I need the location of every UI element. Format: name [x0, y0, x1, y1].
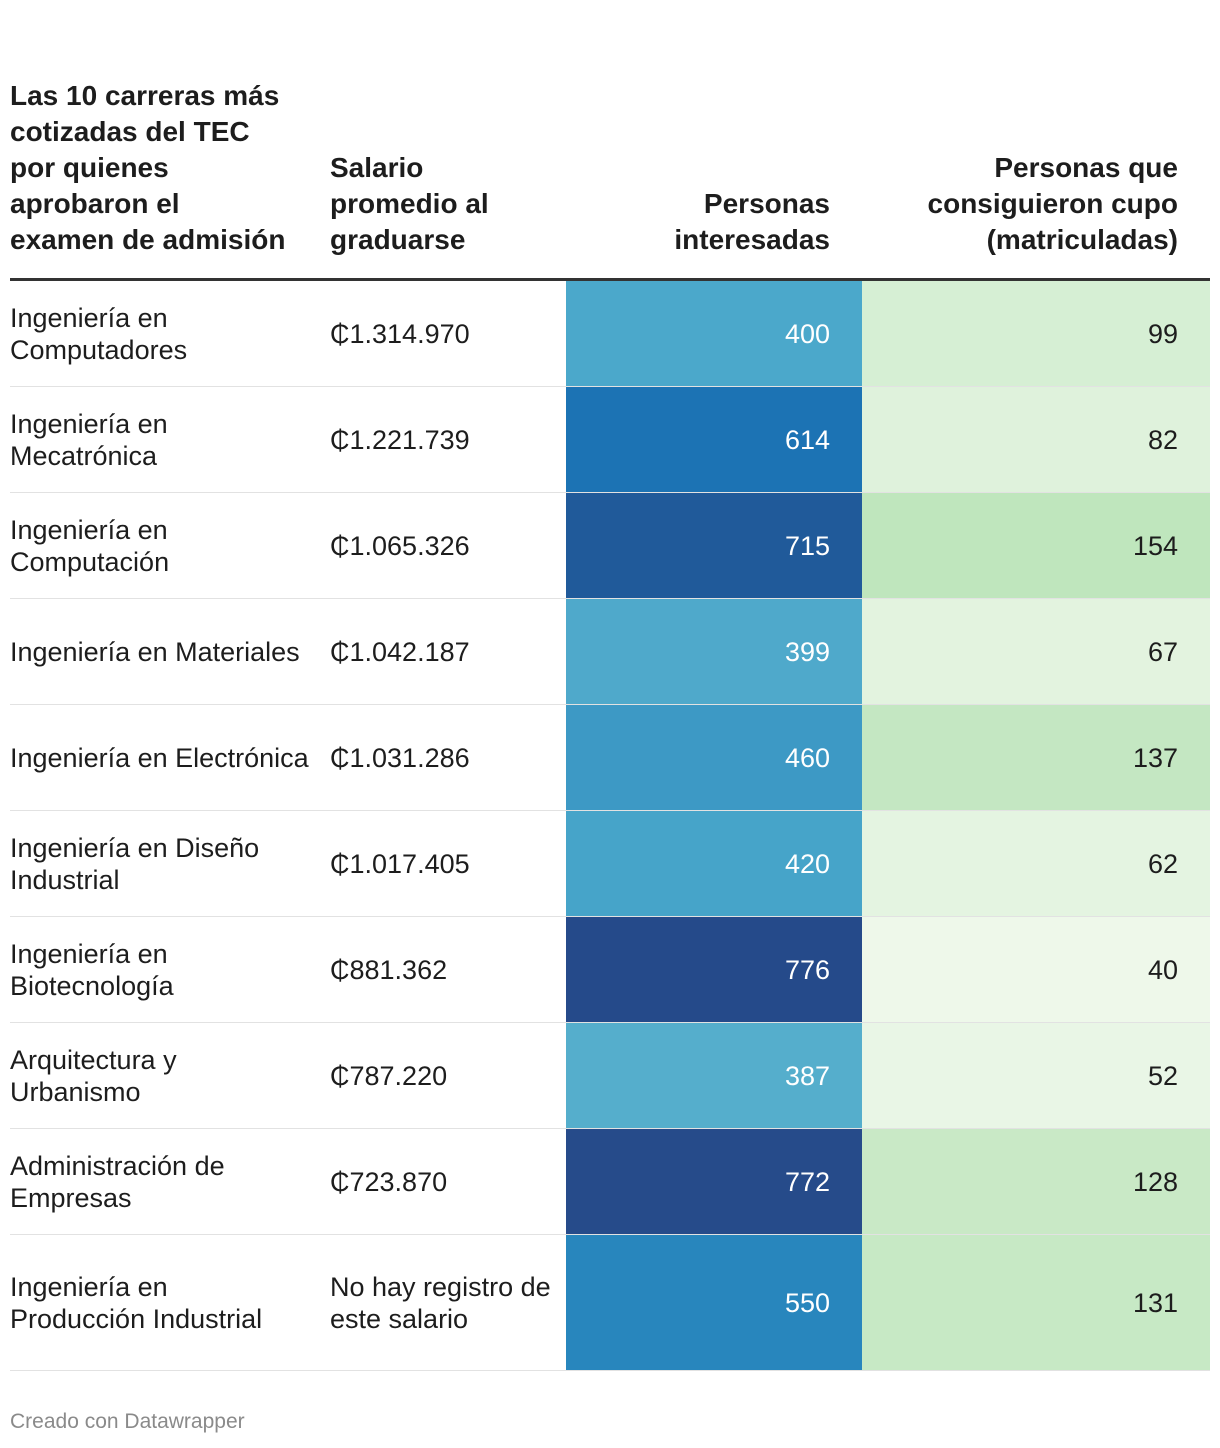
- cell-carrera: Ingeniería en Mecatrónica: [10, 408, 168, 471]
- cell-cupo: 99: [862, 281, 1210, 386]
- table-row: Ingeniería en Biotecnología ₵881.362 776 40: [10, 917, 1210, 1023]
- cell-interesadas: 420: [566, 811, 862, 916]
- cell-salario: ₵723.870: [330, 1166, 448, 1197]
- table-row: Administración de Empresas ₵723.870 772 128: [10, 1129, 1210, 1235]
- cell-carrera: Arquitectura y Urbanismo: [10, 1044, 177, 1107]
- cell-salario: ₵1.017.405: [330, 848, 470, 879]
- cell-cupo: 67: [862, 599, 1210, 704]
- cell-cupo: 40: [862, 917, 1210, 1022]
- cell-interesadas: 460: [566, 705, 862, 810]
- cell-interesadas: 776: [566, 917, 862, 1022]
- header-divider: [10, 278, 1210, 281]
- cell-cupo: 154: [862, 493, 1210, 598]
- table-body: Ingeniería en Computadores ₵1.314.970 400 9…: [10, 281, 1210, 1371]
- table-row: Ingeniería en Electrónica ₵1.031.286 460 13…: [10, 705, 1210, 811]
- cell-carrera: Ingeniería en Biotecnología: [10, 938, 174, 1001]
- cell-carrera: Ingeniería en Materiales: [10, 636, 300, 667]
- cell-interesadas: 400: [566, 281, 862, 386]
- cell-interesadas: 772: [566, 1129, 862, 1234]
- cell-interesadas: 399: [566, 599, 862, 704]
- cell-salario: ₵1.031.286: [330, 742, 470, 773]
- cell-interesadas: 387: [566, 1023, 862, 1128]
- cell-salario: ₵1.065.326: [330, 530, 470, 561]
- cell-carrera: Administración de Empresas: [10, 1150, 225, 1213]
- cell-carrera: Ingeniería en Producción Industrial: [10, 1271, 263, 1334]
- cell-interesadas: 614: [566, 387, 862, 492]
- cell-carrera: Ingeniería en Diseño Industrial: [10, 832, 260, 895]
- cell-salario: ₵881.362: [330, 954, 448, 985]
- cell-cupo: 82: [862, 387, 1210, 492]
- table-row: Arquitectura y Urbanismo ₵787.220 387 52: [10, 1023, 1210, 1129]
- cell-interesadas: 550: [566, 1235, 862, 1370]
- cell-salario: ₵1.221.739: [330, 424, 470, 455]
- cell-carrera: Ingeniería en Electrónica: [10, 742, 309, 773]
- column-header-salario: Salario promedio al graduarse: [330, 152, 489, 255]
- cell-salario: ₵1.042.187: [330, 636, 470, 667]
- table-row: Ingeniería en Materiales ₵1.042.187 399 67: [10, 599, 1210, 705]
- table-row: Ingeniería en Computadores ₵1.314.970 400 9…: [10, 281, 1210, 387]
- cell-cupo: 52: [862, 1023, 1210, 1128]
- cell-cupo: 137: [862, 705, 1210, 810]
- cell-cupo: 128: [862, 1129, 1210, 1234]
- cell-salario: No hay registro de este salario: [330, 1271, 551, 1334]
- cell-carrera: Ingeniería en Computación: [10, 514, 170, 577]
- cell-carrera: Ingeniería en Computadores: [10, 302, 188, 365]
- cell-cupo: 62: [862, 811, 1210, 916]
- table-row: Ingeniería en Computación ₵1.065.326 715 15…: [10, 493, 1210, 599]
- cell-salario: ₵1.314.970: [330, 318, 470, 349]
- table-row: Ingeniería en Producción Industrial No ha…: [10, 1235, 1210, 1371]
- column-header-cupo: Personas que consiguieron cupo (matricul…: [927, 152, 1178, 255]
- table-header: Las 10 carreras más cotizadas del TEC po…: [10, 46, 1210, 278]
- table-row: Ingeniería en Mecatrónica ₵1.221.739 614 82: [10, 387, 1210, 493]
- cell-cupo: 131: [862, 1235, 1210, 1370]
- column-header-carrera: Las 10 carreras más cotizadas del TEC po…: [10, 80, 286, 255]
- cell-interesadas: 715: [566, 493, 862, 598]
- cell-salario: ₵787.220: [330, 1060, 448, 1091]
- footer-credit: Creado con Datawrapper: [10, 1410, 245, 1433]
- column-header-interesadas: Personas interesadas: [674, 188, 830, 255]
- table-row: Ingeniería en Diseño Industrial ₵1.017.40…: [10, 811, 1210, 917]
